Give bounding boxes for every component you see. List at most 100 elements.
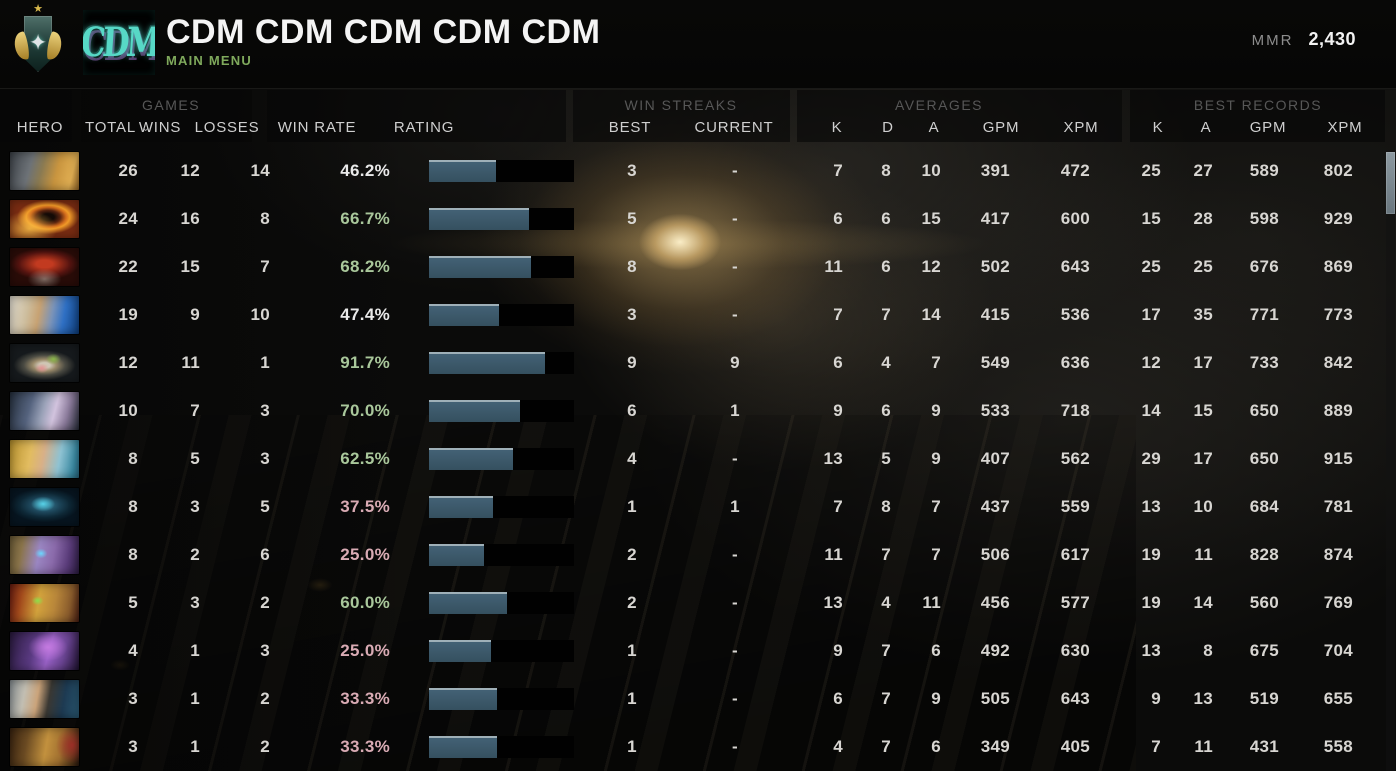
avg-assists-value: 6 (931, 641, 941, 660)
total-games-value: 8 (128, 545, 138, 564)
scrollbar-thumb[interactable] (1386, 152, 1395, 214)
win-rate-value: 33.3% (340, 737, 390, 756)
best-streak-value: 1 (627, 497, 637, 516)
hero-portrait-bounty-hunter[interactable] (10, 584, 79, 622)
col-avg-k[interactable]: K (831, 119, 843, 136)
col-avg-gpm[interactable]: GPM (982, 119, 1020, 136)
col-hero: HERO (16, 119, 64, 136)
table-row[interactable]: 3 1 2 33.3% 1 - 4 7 6 349 405 7 11 431 5… (0, 723, 1396, 771)
record-xpm-value: 842 (1323, 353, 1353, 372)
col-avg-xpm[interactable]: XPM (1063, 119, 1099, 136)
record-gpm-value: 598 (1249, 209, 1279, 228)
hero-portrait-alchemist[interactable] (10, 152, 79, 190)
hero-portrait-sniper[interactable] (10, 344, 79, 382)
record-assists-value: 15 (1193, 401, 1213, 420)
record-kills-value: 17 (1141, 305, 1161, 324)
total-games-value: 10 (118, 401, 138, 420)
avg-deaths-value: 6 (881, 209, 891, 228)
record-gpm-value: 771 (1249, 305, 1279, 324)
avg-gpm-value: 349 (980, 737, 1010, 756)
avg-gpm-value: 505 (980, 689, 1010, 708)
record-gpm-value: 828 (1249, 545, 1279, 564)
current-streak-value: - (732, 689, 738, 708)
col-rec-k[interactable]: K (1152, 119, 1164, 136)
wins-value: 7 (190, 401, 200, 420)
table-header: HERO GAMES TOTAL ⌄ WINS LOSSES WIN RATE R… (0, 90, 1396, 142)
win-rate-value: 68.2% (340, 257, 390, 276)
record-kills-value: 19 (1141, 593, 1161, 612)
col-rec-gpm[interactable]: GPM (1249, 119, 1287, 136)
rating-bar-fill (429, 640, 492, 662)
record-gpm-value: 733 (1249, 353, 1279, 372)
avg-assists-value: 14 (921, 305, 941, 324)
losses-value: 5 (260, 497, 270, 516)
scrollbar-track[interactable] (1386, 150, 1395, 771)
mmr-value: 2,430 (1308, 29, 1356, 49)
win-rate-value: 25.0% (340, 545, 390, 564)
hero-portrait-phoenix[interactable] (10, 200, 79, 238)
record-assists-value: 13 (1193, 689, 1213, 708)
rating-bar (429, 400, 574, 422)
table-row[interactable]: 26 12 14 46.2% 3 - 7 8 10 391 472 25 27 … (0, 147, 1396, 195)
record-kills-value: 15 (1141, 209, 1161, 228)
col-rating[interactable]: RATING (393, 119, 455, 136)
group-best-records: BEST RECORDS (1193, 97, 1323, 113)
table-row[interactable]: 5 3 2 60.0% 2 - 13 4 11 456 577 19 14 56… (0, 579, 1396, 627)
rating-bar-fill (429, 496, 493, 518)
table-row[interactable]: 22 15 7 68.2% 8 - 11 6 12 502 643 25 25 … (0, 243, 1396, 291)
table-row[interactable]: 12 11 1 91.7% 9 9 6 4 7 549 636 12 17 73… (0, 339, 1396, 387)
hero-portrait-tinker[interactable] (10, 536, 79, 574)
avg-xpm-value: 617 (1060, 545, 1090, 564)
table-row[interactable]: 4 1 3 25.0% 1 - 9 7 6 492 630 13 8 675 7… (0, 627, 1396, 675)
table-row[interactable]: 3 1 2 33.3% 1 - 6 7 9 505 643 9 13 519 6… (0, 675, 1396, 723)
hero-portrait-bloodseeker[interactable] (10, 248, 79, 286)
table-row[interactable]: 19 9 10 47.4% 3 - 7 7 14 415 536 17 35 7… (0, 291, 1396, 339)
current-streak-value: - (732, 593, 738, 612)
col-rec-a[interactable]: A (1200, 119, 1212, 136)
avg-deaths-value: 7 (881, 689, 891, 708)
col-wins[interactable]: WINS (138, 119, 182, 136)
table-row[interactable]: 8 5 3 62.5% 4 - 13 5 9 407 562 29 17 650… (0, 435, 1396, 483)
col-win-rate[interactable]: WIN RATE (277, 119, 357, 136)
avg-kills-value: 6 (833, 209, 843, 228)
col-avg-d[interactable]: D (882, 119, 894, 136)
table-row[interactable]: 8 2 6 25.0% 2 - 11 7 7 506 617 19 11 828… (0, 531, 1396, 579)
rating-bar (429, 688, 574, 710)
record-kills-value: 14 (1141, 401, 1161, 420)
table-row[interactable]: 10 7 3 70.0% 6 1 9 6 9 533 718 14 15 650… (0, 387, 1396, 435)
wins-value: 3 (190, 497, 200, 516)
hero-portrait-drow-ranger[interactable] (10, 392, 79, 430)
best-streak-value: 9 (627, 353, 637, 372)
col-avg-a[interactable]: A (928, 119, 940, 136)
hero-portrait-zeus[interactable] (10, 296, 79, 334)
total-games-value: 5 (128, 593, 138, 612)
avg-kills-value: 11 (824, 545, 843, 564)
col-losses[interactable]: LOSSES (194, 119, 260, 136)
hero-portrait-earthshaker[interactable] (10, 728, 79, 766)
hero-portrait-faceless-void[interactable] (10, 632, 79, 670)
avg-assists-value: 9 (931, 449, 941, 468)
hero-portrait-kunkka[interactable] (10, 680, 79, 718)
table-row[interactable]: 24 16 8 66.7% 5 - 6 6 15 417 600 15 28 5… (0, 195, 1396, 243)
avg-gpm-value: 506 (980, 545, 1010, 564)
col-current[interactable]: CURRENT (694, 119, 774, 136)
record-kills-value: 19 (1141, 545, 1161, 564)
hero-portrait-phantom-assassin[interactable] (10, 488, 79, 526)
best-streak-value: 3 (627, 305, 637, 324)
record-kills-value: 25 (1141, 161, 1161, 180)
win-rate-value: 47.4% (340, 305, 390, 324)
table-row[interactable]: 8 3 5 37.5% 1 1 7 8 7 437 559 13 10 684 … (0, 483, 1396, 531)
record-xpm-value: 781 (1323, 497, 1353, 516)
best-streak-value: 5 (627, 209, 637, 228)
avg-xpm-value: 536 (1060, 305, 1090, 324)
wins-value: 5 (190, 449, 200, 468)
avg-xpm-value: 630 (1060, 641, 1090, 660)
avg-xpm-value: 643 (1060, 257, 1090, 276)
col-best[interactable]: BEST (608, 119, 652, 136)
avg-assists-value: 15 (921, 209, 941, 228)
losses-value: 3 (260, 449, 270, 468)
record-xpm-value: 889 (1323, 401, 1353, 420)
col-rec-xpm[interactable]: XPM (1327, 119, 1363, 136)
record-xpm-value: 929 (1323, 209, 1353, 228)
hero-portrait-skywrath-mage[interactable] (10, 440, 79, 478)
